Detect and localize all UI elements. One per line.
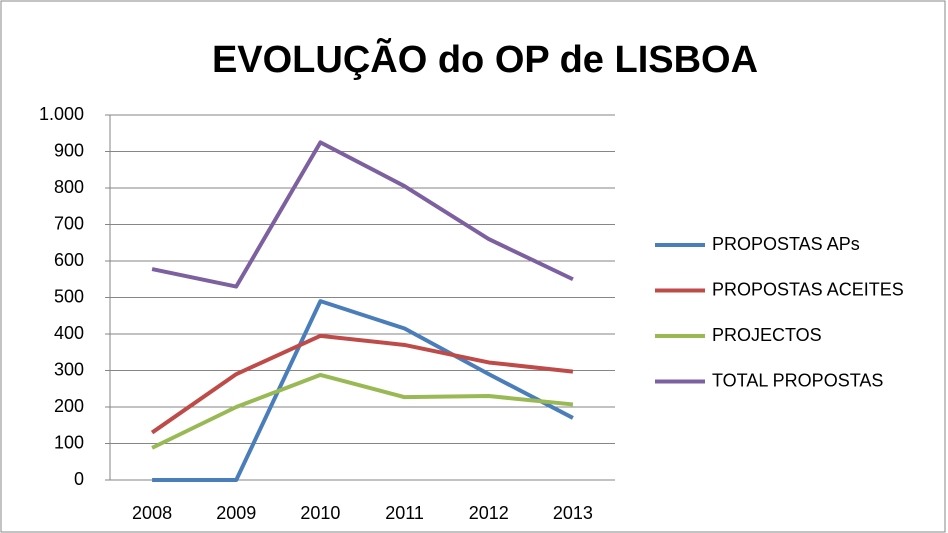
legend-label: PROPOSTAS ACEITES	[712, 279, 904, 299]
y-tick-label: 500	[54, 286, 84, 306]
series-line	[152, 299, 574, 482]
y-tick-label: 400	[54, 323, 84, 343]
y-tick-label: 100	[54, 432, 84, 452]
x-tick-label: 2010	[300, 503, 340, 523]
x-tick-label: 2009	[216, 503, 256, 523]
y-tick-label: 900	[54, 140, 84, 160]
y-tick-label: 700	[54, 213, 84, 233]
series-line	[150, 333, 574, 435]
y-tick-label: 1.000	[39, 104, 84, 124]
y-tick-label: 0	[74, 469, 84, 489]
chart-title: EVOLUÇÃO do OP de LISBOA	[212, 37, 758, 81]
x-tick-label: 2012	[469, 503, 509, 523]
legend-label: TOTAL PROPOSTAS	[712, 370, 883, 390]
legend-label: PROPOSTAS APs	[712, 234, 860, 254]
y-tick-label: 600	[54, 250, 84, 270]
legend-label: PROJECTOS	[712, 325, 822, 345]
y-tick-label: 300	[54, 359, 84, 379]
series-line	[151, 140, 574, 289]
x-tick-label: 2013	[553, 503, 593, 523]
y-tick-label: 200	[54, 396, 84, 416]
x-tick-label: 2008	[132, 503, 172, 523]
y-tick-label: 800	[54, 177, 84, 197]
x-tick-label: 2011	[385, 503, 424, 523]
series-line	[151, 372, 574, 450]
